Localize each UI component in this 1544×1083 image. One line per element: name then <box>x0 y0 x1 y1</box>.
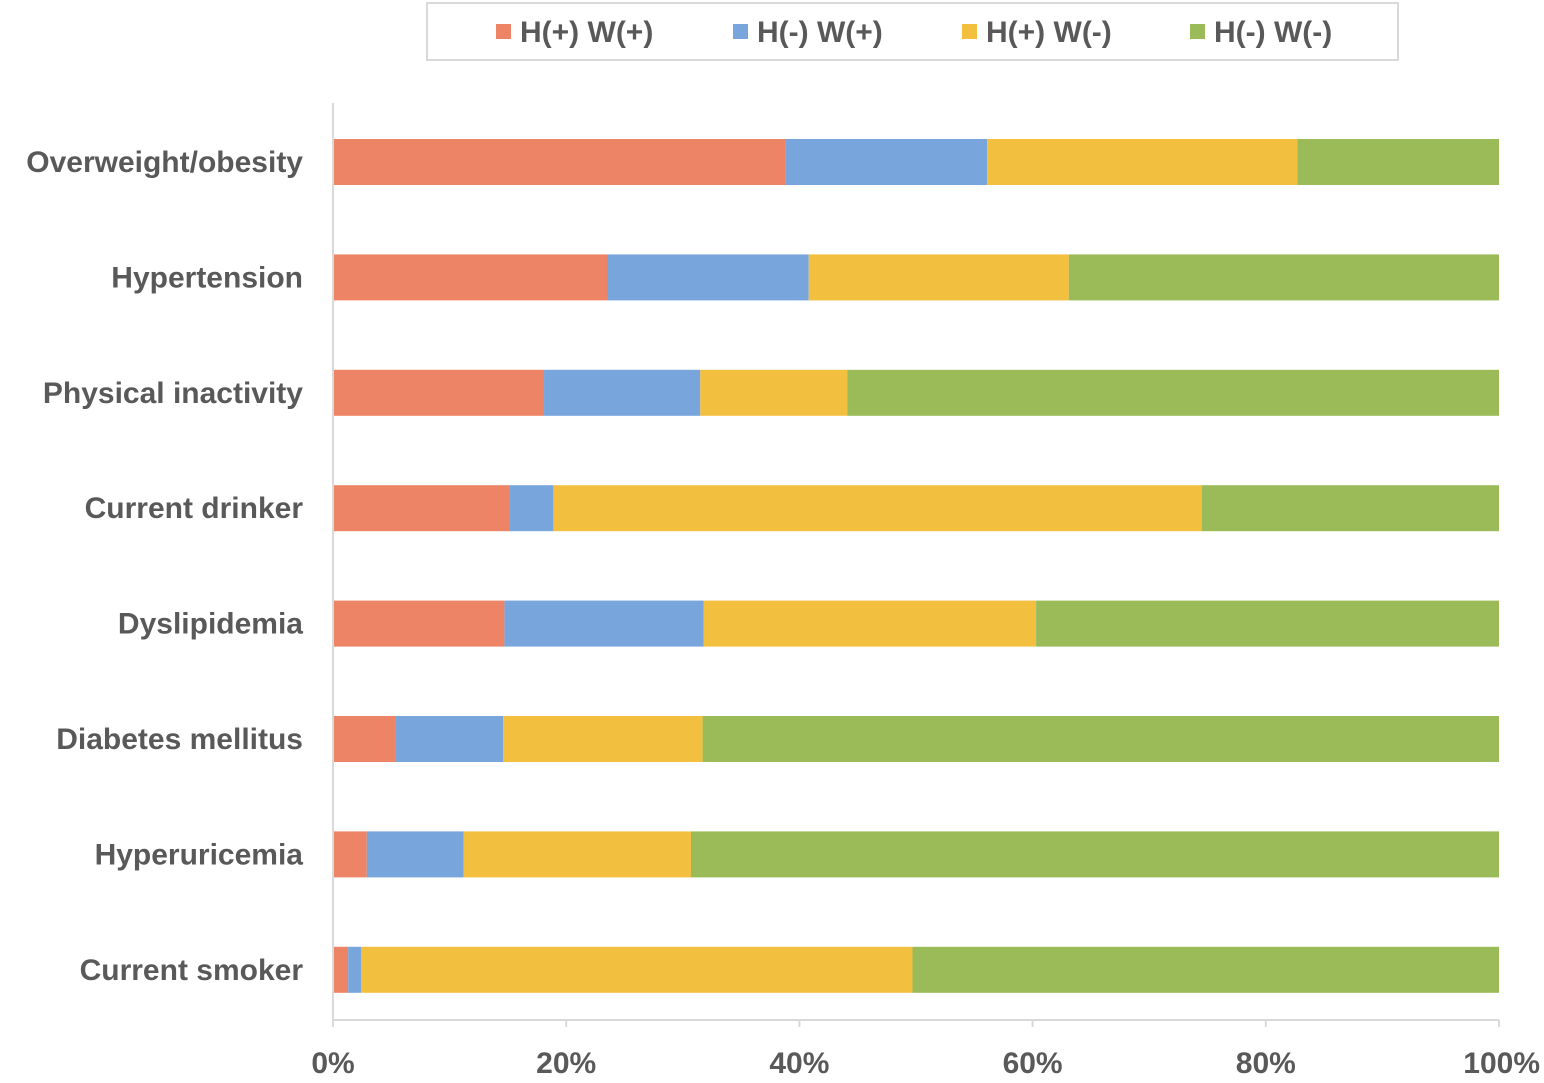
category-label-hypertension: Hypertension <box>111 261 303 294</box>
bar-segment-current-smoker-series-3 <box>360 946 913 993</box>
bar-row-current-smoker: Current smoker <box>80 946 1499 993</box>
bar-row-hypertension: Hypertension <box>111 254 1499 301</box>
bars: Overweight/obesity Hypertension Physical i… <box>26 139 1499 993</box>
bar-segment-overweight-obesity-series-4 <box>1297 139 1499 185</box>
bar-segment-physical-inactivity-series-3 <box>700 369 848 416</box>
category-label-physical-inactivity: Physical inactivity <box>43 377 303 410</box>
bar-segment-hypertension-series-1 <box>333 254 608 301</box>
bar-segment-diabetes-mellitus-series-1 <box>333 716 396 762</box>
x-tick-label-40: 40% <box>769 1047 829 1078</box>
category-label-hyperuricemia: Hyperuricemia <box>95 838 304 871</box>
bar-segment-current-drinker-series-2 <box>509 485 554 532</box>
bar-segment-hyperuricemia-series-3 <box>463 831 691 878</box>
legend-swatch-4 <box>1190 24 1205 39</box>
bar-segment-diabetes-mellitus-series-2 <box>395 716 504 762</box>
legend-label-1: H(+) W(+) <box>520 16 653 49</box>
bar-segment-current-smoker-series-1 <box>333 946 349 993</box>
bar-segment-physical-inactivity-series-4 <box>847 369 1499 416</box>
bar-segment-current-drinker-series-1 <box>333 485 510 532</box>
legend-swatch-2 <box>733 24 748 39</box>
x-tick-label-20: 20% <box>536 1047 596 1078</box>
bar-segment-dyslipidemia-series-1 <box>333 600 505 647</box>
bar-segment-diabetes-mellitus-series-3 <box>503 716 703 762</box>
legend: H(+) W(+) H(-) W(+) H(+) W(-) H(-) W(-) <box>426 2 1399 61</box>
legend-box <box>426 2 1399 61</box>
x-tick-label-80: 80% <box>1236 1047 1296 1078</box>
bar-segment-current-smoker-series-4 <box>912 946 1499 993</box>
bar-segment-overweight-obesity-series-2 <box>785 139 988 185</box>
bar-row-overweight-obesity: Overweight/obesity <box>26 139 1499 185</box>
bar-segment-overweight-obesity-series-1 <box>333 139 786 185</box>
category-label-dyslipidemia: Dyslipidemia <box>118 608 303 641</box>
bar-segment-current-drinker-series-3 <box>553 485 1202 532</box>
x-tick-label-100: 100% <box>1463 1047 1540 1078</box>
x-tick-label-0: 0% <box>311 1047 354 1078</box>
bar-row-physical-inactivity: Physical inactivity <box>43 369 1499 416</box>
bar-segment-hypertension-series-3 <box>808 254 1069 301</box>
bar-segment-dyslipidemia-series-3 <box>703 600 1037 647</box>
bar-segment-dyslipidemia-series-2 <box>504 600 704 647</box>
legend-swatch-1 <box>496 24 511 39</box>
bar-segment-hyperuricemia-series-1 <box>333 831 367 878</box>
axes: 0% 20% 40% 60% 80% 100% <box>311 103 1540 1080</box>
bar-segment-hyperuricemia-series-2 <box>366 831 464 878</box>
bar-segment-current-smoker-series-2 <box>348 946 361 993</box>
category-label-current-smoker: Current smoker <box>80 954 304 987</box>
bar-segment-hyperuricemia-series-4 <box>690 831 1499 878</box>
legend-label-4: H(-) W(-) <box>1214 16 1332 49</box>
legend-label-2: H(-) W(+) <box>757 16 883 49</box>
category-label-current-drinker: Current drinker <box>85 492 304 525</box>
bar-segment-diabetes-mellitus-series-4 <box>702 716 1499 762</box>
bar-row-dyslipidemia: Dyslipidemia <box>118 600 1499 647</box>
x-tick-label-60: 60% <box>1003 1047 1063 1078</box>
legend-swatch-3 <box>962 24 977 39</box>
legend-label-3: H(+) W(-) <box>986 16 1112 49</box>
bar-segment-dyslipidemia-series-4 <box>1036 600 1499 647</box>
bar-segment-physical-inactivity-series-1 <box>333 369 545 416</box>
bar-row-current-drinker: Current drinker <box>85 485 1499 532</box>
bar-segment-current-drinker-series-4 <box>1201 485 1499 532</box>
category-label-diabetes-mellitus: Diabetes mellitus <box>56 723 303 756</box>
bar-segment-physical-inactivity-series-2 <box>544 369 701 416</box>
bar-segment-overweight-obesity-series-3 <box>987 139 1298 185</box>
bar-segment-hypertension-series-4 <box>1068 254 1499 301</box>
category-label-overweight-obesity: Overweight/obesity <box>26 146 303 179</box>
bar-segment-hypertension-series-2 <box>607 254 809 301</box>
bar-row-diabetes-mellitus: Diabetes mellitus <box>56 716 1499 762</box>
bar-row-hyperuricemia: Hyperuricemia <box>95 831 1499 878</box>
